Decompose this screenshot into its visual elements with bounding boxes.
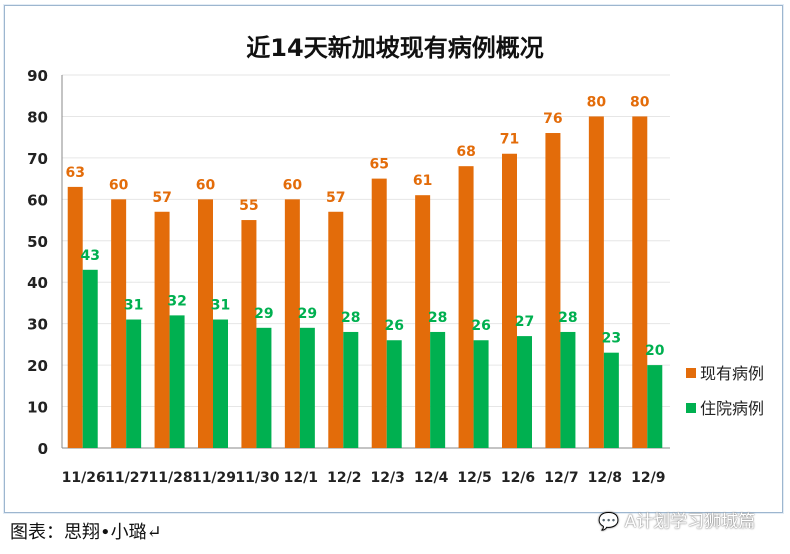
x-tick-label: 12/5 — [457, 470, 491, 486]
y-tick-label: 70 — [27, 150, 48, 168]
y-tick-label: 40 — [27, 274, 48, 292]
data-label: 80 — [630, 94, 650, 110]
data-label: 26 — [471, 318, 490, 334]
chart-frame — [4, 5, 783, 513]
data-label: 26 — [384, 318, 403, 334]
legend-label: 现有病例 — [700, 364, 764, 383]
bar-current — [154, 211, 170, 448]
bar-hospitalized — [256, 327, 272, 448]
data-label: 43 — [80, 248, 99, 264]
bar-hospitalized — [169, 315, 185, 448]
data-label: 65 — [369, 157, 388, 173]
y-tick-label: 90 — [27, 67, 48, 85]
bar-hospitalized — [386, 340, 402, 448]
y-tick-label: 0 — [38, 440, 48, 458]
bar-hospitalized — [126, 319, 142, 448]
watermark-text: A计划学习狮城篇 — [624, 512, 756, 532]
bar-hospitalized — [213, 319, 228, 448]
x-tick-label: 11/28 — [149, 470, 193, 486]
x-tick-label: 12/9 — [631, 470, 665, 486]
bar-current — [241, 220, 257, 448]
watermark: 💬 A计划学习狮城篇 — [598, 507, 755, 532]
data-label: 28 — [428, 310, 447, 326]
data-label: 76 — [543, 111, 562, 127]
bar-current — [111, 199, 127, 448]
data-label: 31 — [124, 298, 143, 314]
data-label: 32 — [167, 293, 186, 309]
x-tick-label: 12/4 — [414, 470, 449, 486]
chart-title: 近14天新加坡现有病例概况 — [246, 34, 543, 62]
data-label: 60 — [109, 177, 129, 193]
bar-hospitalized — [603, 352, 619, 448]
caption: 图表：思翔•小璐↵ — [10, 522, 162, 543]
bar-chart: 近14天新加坡现有病例概况 0 10 20 30 40 50 60 70 80 90 11/26 63 4… — [27, 34, 764, 486]
x-tick-label: 12/1 — [284, 470, 318, 486]
data-label: 28 — [558, 310, 577, 326]
x-tick-label: 12/8 — [588, 470, 622, 486]
legend-swatch — [686, 403, 696, 413]
bar-current — [415, 195, 431, 448]
data-label: 27 — [515, 314, 534, 330]
bar-hospitalized — [517, 336, 532, 448]
y-tick-label: 20 — [27, 357, 48, 375]
data-label: 61 — [413, 173, 432, 189]
bar-hospitalized — [82, 269, 98, 448]
bar-current — [545, 133, 561, 448]
data-label: 80 — [587, 94, 607, 110]
x-tick-label: 12/3 — [371, 470, 405, 486]
bar-hospitalized — [647, 365, 663, 448]
y-tick-label: 10 — [27, 399, 48, 417]
bar-current — [284, 199, 300, 448]
data-label: 55 — [239, 198, 258, 214]
data-label: 60 — [196, 177, 216, 193]
x-tick-label: 12/2 — [327, 470, 361, 486]
y-tick-label: 80 — [27, 108, 48, 126]
y-tick-label: 60 — [27, 191, 48, 209]
bar-hospitalized — [473, 340, 489, 448]
x-tick-label: 11/26 — [62, 470, 106, 486]
bar-current — [67, 186, 83, 448]
bar-current — [328, 211, 344, 448]
data-label: 57 — [326, 190, 345, 206]
data-label: 63 — [65, 165, 84, 181]
data-label: 28 — [341, 310, 360, 326]
data-label: 71 — [500, 132, 519, 148]
bar-current — [198, 199, 213, 448]
bar-hospitalized — [299, 327, 315, 448]
x-tick-label: 12/7 — [544, 470, 578, 486]
data-label: 23 — [602, 331, 621, 347]
x-tick-label: 11/29 — [192, 470, 236, 486]
y-tick-label: 50 — [27, 233, 48, 251]
wechat-icon: 💬 — [598, 512, 620, 532]
x-tick-label: 11/27 — [105, 470, 149, 486]
x-tick-label: 11/30 — [235, 470, 279, 486]
legend-swatch — [686, 368, 696, 378]
data-label: 68 — [456, 144, 475, 160]
y-tick-label: 30 — [27, 316, 48, 334]
data-label: 29 — [298, 306, 317, 322]
data-label: 31 — [211, 298, 230, 314]
bar-current — [371, 178, 387, 448]
bar-current — [502, 153, 517, 448]
x-tick-label: 12/6 — [501, 470, 535, 486]
data-label: 60 — [283, 177, 303, 193]
data-label: 57 — [152, 190, 171, 206]
bar-hospitalized — [560, 331, 576, 448]
data-label: 20 — [645, 343, 665, 359]
bar-current — [632, 116, 648, 448]
bar-current — [458, 166, 474, 448]
legend-label: 住院病例 — [700, 399, 764, 418]
bar-hospitalized — [343, 331, 359, 448]
bar-hospitalized — [430, 331, 446, 448]
data-label: 29 — [254, 306, 273, 322]
bar-current — [588, 116, 604, 448]
